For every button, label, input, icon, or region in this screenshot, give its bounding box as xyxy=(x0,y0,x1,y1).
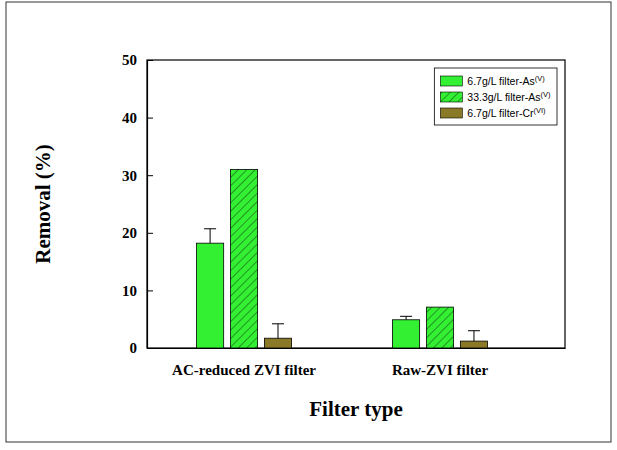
x-axis-line xyxy=(148,348,566,349)
x-tick: Raw-ZVI filter xyxy=(392,348,489,378)
error-cap xyxy=(468,330,480,331)
y-tick: 40 xyxy=(122,110,153,126)
legend-label: 6.7g/L filter-As(V) xyxy=(467,74,545,87)
legend-swatch xyxy=(440,76,462,86)
y-tick-label: 50 xyxy=(122,52,137,68)
y-axis-line xyxy=(147,61,148,349)
x-axis: AC-reduced ZVI filter Raw-ZVI filter xyxy=(148,348,566,378)
y-tick-mark xyxy=(147,175,153,176)
error-whisker xyxy=(210,229,211,243)
error-bar xyxy=(204,229,216,243)
y-tick-label: 10 xyxy=(122,283,137,299)
chart-svg: 0 10 20 30 40 50 AC-reduced ZVI filter Raw-ZVI … xyxy=(0,0,617,450)
y-tick-mark xyxy=(147,118,153,119)
error-whisker xyxy=(277,324,278,338)
legend-swatch xyxy=(440,108,462,118)
y-tick-label: 0 xyxy=(130,340,138,356)
y-tick-label: 40 xyxy=(122,110,137,126)
y-tick-label: 30 xyxy=(122,168,137,184)
error-bar xyxy=(400,316,412,319)
bar-series xyxy=(230,169,453,348)
bar xyxy=(460,341,487,348)
error-cap xyxy=(400,316,412,317)
error-cap xyxy=(204,228,216,229)
error-whisker xyxy=(406,316,407,319)
chart-container: 0 10 20 30 40 50 AC-reduced ZVI filter Raw-ZVI … xyxy=(0,0,617,450)
bar xyxy=(392,320,419,348)
legend-swatch xyxy=(440,92,462,102)
legend-label: 6.7g/L filter-Cr(VI) xyxy=(467,106,546,119)
y-tick: 20 xyxy=(122,225,153,241)
y-axis-title: Removal (%) xyxy=(31,144,55,264)
y-tick-mark xyxy=(147,233,153,234)
y-tick-mark xyxy=(147,60,153,61)
y-tick-mark xyxy=(147,290,153,291)
bar xyxy=(230,169,257,348)
legend: 6.7g/L filter-As(V) 33.3g/L filter-As(V) 6… xyxy=(434,68,557,125)
y-tick-label: 20 xyxy=(122,225,137,241)
x-tick: AC-reduced ZVI filter xyxy=(172,348,316,378)
y-tick: 50 xyxy=(122,52,153,68)
bar xyxy=(426,307,453,348)
error-bar xyxy=(468,331,480,341)
error-cap xyxy=(272,323,284,324)
legend-box xyxy=(434,68,557,125)
bar xyxy=(264,338,291,348)
x-tick-label: AC-reduced ZVI filter xyxy=(172,362,316,378)
plot-area xyxy=(197,169,488,348)
y-tick: 10 xyxy=(122,283,153,299)
error-bar xyxy=(272,324,284,338)
y-axis: 0 10 20 30 40 50 xyxy=(122,52,153,356)
outer-border xyxy=(6,2,611,442)
x-axis-title: Filter type xyxy=(309,397,403,421)
bar xyxy=(197,243,224,348)
legend-label: 33.3g/L filter-As(V) xyxy=(467,90,551,103)
bar-series xyxy=(197,229,420,348)
x-tick-label: Raw-ZVI filter xyxy=(392,362,489,378)
y-tick: 30 xyxy=(122,168,153,184)
error-whisker xyxy=(473,331,474,341)
plot-frame xyxy=(147,60,565,348)
bar-series xyxy=(264,324,487,348)
